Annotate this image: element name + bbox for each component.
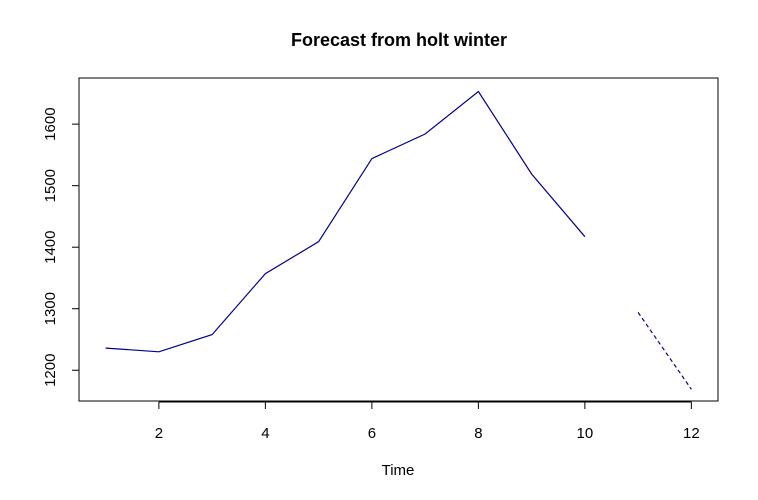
x-tick-label: 10 [577,425,594,442]
y-tick-label: 1400 [42,231,59,264]
y-tick-label: 1500 [42,169,59,202]
plot-frame [78,77,719,402]
observed-line [105,90,586,353]
x-axis: 2 4 6 8 10 12 [155,401,700,442]
x-tick-label: 6 [368,425,376,442]
x-tick-label: 2 [155,425,163,442]
y-tick-label: 1600 [42,107,59,140]
x-tick-label: 8 [474,425,482,442]
chart-title: Forecast from holt winter [291,30,507,50]
y-axis: 1200 1300 1400 1500 1600 [42,107,80,387]
forecast-line [637,312,692,390]
x-tick-label: 12 [683,425,700,442]
y-tick-label: 1200 [42,354,59,387]
y-tick-label: 1300 [42,292,59,325]
x-axis-label: Time [382,462,415,479]
x-tick-label: 4 [261,425,269,442]
series-layer [105,90,692,390]
